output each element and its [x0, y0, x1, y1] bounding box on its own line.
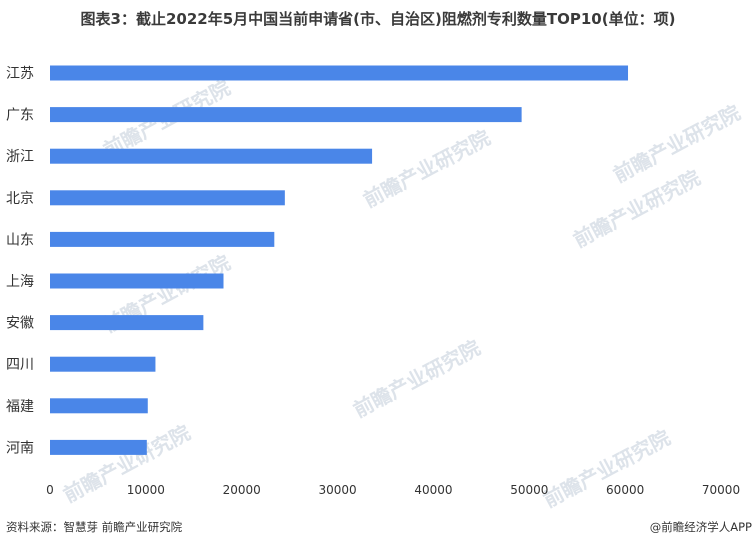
bar-5 [50, 273, 224, 289]
x-tick-label: 40000 [414, 483, 452, 497]
bar-0 [50, 65, 629, 81]
x-tick-label: 60000 [606, 483, 644, 497]
category-label: 山东 [6, 232, 34, 248]
x-tick-label: 20000 [223, 483, 261, 497]
x-tick-label: 10000 [127, 483, 165, 497]
bar-8 [50, 398, 148, 414]
category-label: 安徽 [6, 316, 34, 332]
category-label: 江苏 [6, 66, 34, 82]
category-label: 河南 [6, 440, 34, 456]
source-note: 资料来源：智慧芽 前瞻产业研究院 [6, 520, 183, 534]
category-label: 福建 [6, 399, 34, 415]
x-tick-label: 50000 [510, 483, 548, 497]
watermark-layer: 前瞻产业研究院 前瞻产业研究院前瞻产业研究院前瞻产业研究院前瞻产业研究院前瞻产业研… [59, 75, 744, 512]
bar-7 [50, 356, 156, 372]
x-axis-ticks: 0 10000 20000 30000 40000 50000 60000 70000 [46, 483, 740, 497]
credit-note: @前瞻经济学人APP [649, 520, 752, 534]
chart-title: 图表3：截止2022年5月中国当前申请省(市、自治区)阻燃剂专利数量TOP10(… [80, 10, 676, 28]
watermark-text: 前瞻产业研究院 [349, 335, 484, 422]
x-tick-label: 30000 [318, 483, 356, 497]
bar-group [50, 65, 629, 455]
watermark-text: 前瞻产业研究院 [539, 425, 674, 512]
x-tick-label: 70000 [702, 483, 740, 497]
category-label: 四川 [6, 357, 34, 373]
bar-9 [50, 439, 147, 455]
category-label: 北京 [6, 191, 34, 207]
bar-1 [50, 107, 522, 123]
x-tick-label: 0 [46, 483, 54, 497]
bar-3 [50, 190, 285, 206]
bar-6 [50, 315, 204, 331]
bar-4 [50, 231, 275, 247]
category-label: 浙江 [6, 149, 34, 165]
category-label: 广东 [6, 108, 34, 124]
watermark-text: 前瞻产业研究院 [359, 125, 494, 212]
category-label: 上海 [6, 274, 34, 290]
bar-2 [50, 148, 373, 164]
